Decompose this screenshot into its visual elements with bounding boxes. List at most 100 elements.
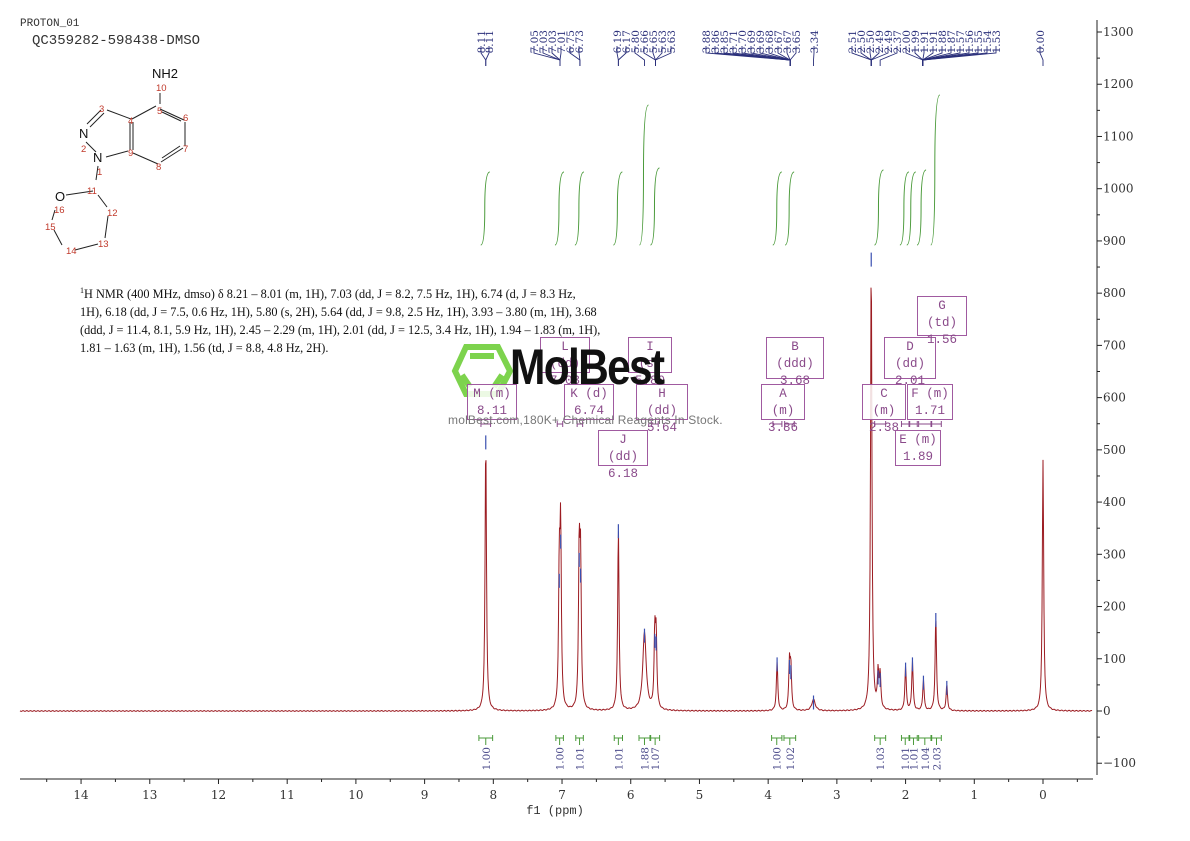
peak-pick-label: 2.37	[892, 30, 904, 53]
y-tick-label: 1200	[1103, 77, 1134, 91]
y-tick-label: −100	[1103, 756, 1136, 770]
integral-labels: 1.00 1.00 1.01 1.01 1.881.07 1.00 1.02 1.03 1.01…	[478, 735, 943, 770]
x-axis-label: f1 (ppm)	[526, 804, 584, 818]
peak-pick-label: 5.65	[648, 30, 660, 53]
multiplet-box-k: K (d) 6.74	[564, 384, 614, 420]
integral-value: 1.00	[481, 747, 493, 770]
x-tick-label: 13	[142, 788, 157, 802]
peak-pick-label: 2.50	[856, 30, 868, 53]
peak-pick-label: 6.17	[621, 30, 633, 53]
multiplet-label: C (m)	[872, 387, 896, 418]
atom-number: 1	[97, 167, 102, 178]
peak-pick-label: 5.80	[630, 30, 642, 53]
multiplet-box-h: H (dd) 5.64	[636, 384, 688, 435]
multiplet-label: B (ddd)	[776, 340, 814, 371]
multiplet-range-markers	[480, 421, 942, 427]
integral-value: 1.01	[613, 747, 625, 770]
nmr-line-1: H NMR (400 MHz, dmso) δ 8.21 – 8.01 (m, …	[84, 287, 576, 302]
peak-pick-label: 3.86	[710, 30, 722, 54]
atom-number: 3	[99, 104, 104, 115]
multiplet-label: K (d)	[570, 387, 608, 401]
peak-pick-label: 2.49	[874, 30, 886, 53]
x-tick-label: 10	[348, 788, 363, 802]
peak-pick-label: 5.63	[657, 30, 669, 53]
x-tick-label: 11	[280, 788, 295, 802]
atom-number: 13	[98, 239, 109, 250]
multiplet-label: D (dd)	[894, 340, 925, 371]
multiplet-shift: 1.89	[902, 450, 933, 464]
atom-n2: N	[79, 126, 88, 141]
peak-tips	[485, 252, 948, 710]
superscript: 1	[80, 286, 84, 295]
nmr-line-4: 1.81 – 1.63 (m, 1H), 1.56 (td, J = 8.8, …	[80, 341, 329, 356]
peak-pick-label: 1.88	[937, 30, 949, 53]
multiplet-label: I (s)	[638, 340, 662, 371]
atom-number: 16	[54, 205, 65, 216]
multiplet-box-i: I (s) 5.80	[628, 337, 672, 388]
y-tick-label: 200	[1103, 600, 1126, 614]
multiplet-label: L (dd)	[549, 340, 580, 371]
multiplet-label: G (td)	[926, 299, 957, 330]
integral-curves	[480, 94, 941, 246]
peak-pick-label: 1.87	[946, 30, 958, 53]
atom-number: 15	[45, 222, 56, 233]
y-tick-label: 900	[1103, 234, 1126, 248]
y-tick-label: 1100	[1103, 129, 1134, 143]
multiplet-label: H (dd)	[646, 387, 677, 418]
peak-pick-label: 2.00	[901, 30, 913, 53]
y-tick-label: 600	[1103, 391, 1126, 405]
peak-pick-label: 1.57	[955, 30, 967, 53]
multiplet-label: F (m)	[911, 387, 949, 401]
nmr-line-2: 1H), 6.18 (dd, J = 7.5, 0.6 Hz, 1H), 5.8…	[80, 305, 597, 320]
multiplet-box-d: D (dd) 2.01	[884, 337, 936, 388]
multiplet-shift: 1.56	[926, 333, 957, 347]
experiment-name: PROTON_01	[20, 18, 80, 30]
x-tick-label: 0	[1039, 788, 1047, 802]
sample-name: QC359282-598438-DMSO	[32, 33, 201, 49]
watermark-brand: MolBest	[510, 339, 665, 395]
peak-pick-label: 3.69	[746, 30, 758, 53]
multiplet-label: M (m)	[473, 387, 511, 401]
x-tick-label: 3	[833, 788, 841, 802]
peak-pick-label: 3.71	[728, 30, 740, 53]
x-tick-label: 12	[211, 788, 226, 802]
integral-value: 1.02	[785, 747, 797, 770]
molecule-structure: NH2 N N O 10 5 6 7 8 9 4 3 2 1 11 16 15 …	[45, 66, 188, 257]
peak-pick-label: 1.55	[973, 30, 985, 53]
multiplet-shift: 6.18	[607, 467, 638, 481]
atom-o: O	[55, 189, 65, 204]
multiplet-shift: 1.71	[914, 404, 945, 418]
multiplet-label: E (m)	[899, 433, 937, 447]
nmr-line-3: (ddd, J = 11.4, 8.1, 5.9 Hz, 1H), 2.45 –…	[80, 323, 601, 338]
peak-pick-label: 1.54	[982, 30, 994, 54]
integral-value: 1.00	[555, 747, 567, 770]
peak-pick-label: 3.70	[737, 30, 749, 53]
peak-pick-label: 7.01	[556, 30, 568, 53]
atom-nh2: NH2	[152, 66, 178, 81]
x-tick-label: 6	[627, 788, 635, 802]
integral-value: 1.07	[650, 747, 662, 770]
x-tick-label: 9	[421, 788, 429, 802]
atom-number: 6	[183, 113, 188, 124]
watermark-tagline: molBest.com,180K+ Chemical Reagents In S…	[448, 413, 723, 427]
atom-number: 12	[107, 208, 118, 219]
peak-pick-label: 5.63	[666, 30, 678, 53]
peak-pick-label: 1.56	[964, 30, 976, 54]
multiplet-shift: 2.38	[868, 421, 899, 435]
integral-value: 1.88	[639, 747, 651, 770]
atom-number: 7	[183, 144, 188, 155]
multiplet-shift: 8.11	[476, 404, 507, 418]
multiplet-shift: 3.68	[779, 374, 810, 388]
integral-value: 1.00	[772, 747, 784, 770]
nmr-description: 1H NMR (400 MHz, dmso) δ 8.21 – 8.01 (m,…	[80, 282, 640, 357]
peak-pick-label: 7.03	[547, 30, 559, 53]
y-tick-label: 500	[1103, 443, 1126, 457]
atom-number: 9	[128, 148, 133, 159]
x-tick-label: 8	[489, 788, 497, 802]
y-tick-label: 300	[1103, 547, 1126, 561]
x-axis: 14 13 12 11 10 9 8 7 6 5 4 3 2 1 0f1 (ppm)	[20, 778, 1093, 818]
y-tick-label: 400	[1103, 495, 1126, 509]
peak-pick-label: 6.75	[565, 30, 577, 53]
peak-pick-labels: 8.118.11 7.057.037.037.016.756.73 6.196.17…	[476, 30, 1047, 66]
